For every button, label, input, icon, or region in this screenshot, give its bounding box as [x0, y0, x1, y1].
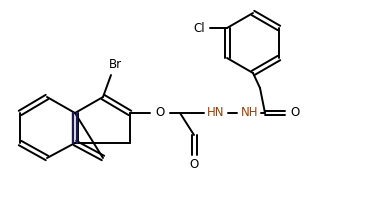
Text: Br: Br — [108, 58, 122, 71]
Text: NH: NH — [241, 106, 259, 120]
Text: O: O — [189, 159, 199, 171]
Text: HN: HN — [207, 106, 225, 120]
Text: O: O — [291, 106, 299, 120]
Text: Cl: Cl — [193, 21, 205, 35]
Text: O: O — [155, 106, 165, 120]
